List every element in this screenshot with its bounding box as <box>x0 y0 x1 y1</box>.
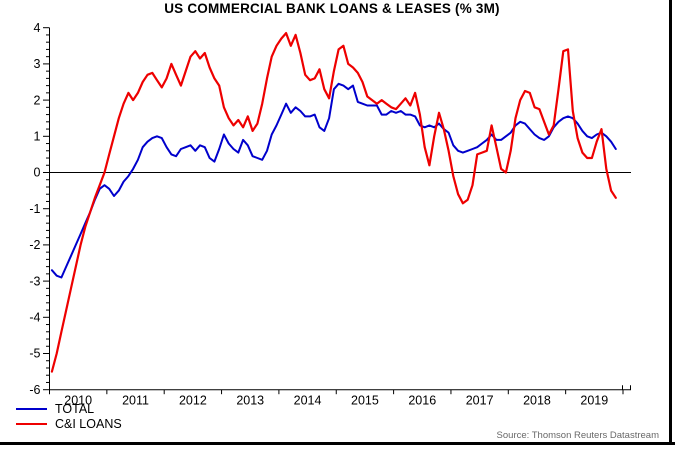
legend-label-total: TOTAL <box>55 401 95 416</box>
legend-label-ci-loans: C&I LOANS <box>55 416 122 431</box>
legend-line-ci-loans <box>16 422 47 425</box>
frame-right-border <box>669 0 672 445</box>
svg-text:2014: 2014 <box>294 394 322 408</box>
svg-text:-3: -3 <box>29 274 40 288</box>
svg-text:2: 2 <box>34 93 41 107</box>
frame-bottom-border <box>0 442 675 445</box>
svg-text:1: 1 <box>34 130 41 144</box>
svg-text:2013: 2013 <box>236 394 264 408</box>
svg-text:2011: 2011 <box>122 394 149 408</box>
svg-text:-1: -1 <box>29 202 40 216</box>
svg-text:2015: 2015 <box>351 394 379 408</box>
svg-text:3: 3 <box>34 57 41 71</box>
legend-item-total: TOTAL <box>16 401 122 416</box>
svg-text:-4: -4 <box>29 311 40 325</box>
svg-text:-2: -2 <box>29 238 40 252</box>
svg-text:-5: -5 <box>29 347 40 361</box>
legend-item-ci-loans: C&I LOANS <box>16 416 122 431</box>
legend: TOTAL C&I LOANS <box>16 401 122 431</box>
svg-text:2012: 2012 <box>179 394 207 408</box>
source-credit: Source: Thomson Reuters Datastream <box>496 430 659 441</box>
svg-text:-6: -6 <box>29 383 40 397</box>
chart-title: US COMMERCIAL BANK LOANS & LEASES (% 3M) <box>164 1 500 16</box>
svg-text:2019: 2019 <box>580 394 608 408</box>
svg-text:2016: 2016 <box>408 394 436 408</box>
svg-text:2017: 2017 <box>466 394 494 408</box>
svg-text:0: 0 <box>34 166 41 180</box>
legend-line-total <box>16 407 47 410</box>
svg-text:4: 4 <box>34 21 41 35</box>
svg-text:2018: 2018 <box>523 394 551 408</box>
svg-text:2010: 2010 <box>64 394 92 408</box>
